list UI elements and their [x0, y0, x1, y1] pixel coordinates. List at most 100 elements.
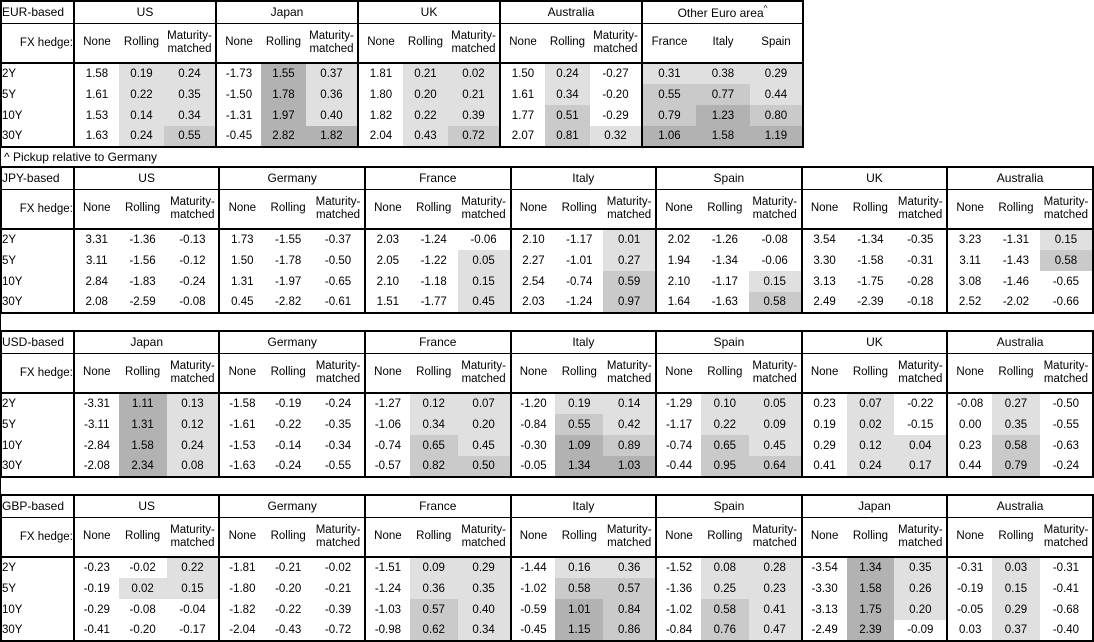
value-cell: -0.05 [946, 599, 993, 620]
value-cell: 0.15 [166, 578, 220, 599]
value-cell: -0.06 [470, 234, 497, 246]
value-cell: 0.03 [946, 620, 993, 641]
value-cell: -2.49 [800, 620, 847, 641]
value-cell: 1.01 [555, 599, 604, 620]
value-cell: -1.18 [420, 275, 447, 288]
value-cell: -1.53 [218, 435, 265, 456]
group-name: France [419, 335, 457, 350]
value-cell: -1.75 [857, 275, 884, 288]
value-cell: -0.50 [324, 254, 352, 267]
value-cell: 0.19 [555, 393, 604, 414]
hedge-column-header: None [499, 23, 545, 64]
value-cell: 0.40 [306, 105, 358, 126]
maturity-label: 2Y [2, 398, 17, 410]
value-cell: -0.20 [129, 624, 156, 636]
value-cell: -0.08 [179, 296, 206, 308]
group-header-italy: Italy [509, 331, 657, 354]
value-cell: 0.24 [119, 126, 164, 147]
value-cell: 0.22 [700, 414, 749, 435]
group-name: Australia [996, 335, 1044, 350]
value-cell: -0.08 [761, 234, 788, 246]
value-cell: 1.34 [555, 456, 604, 477]
value-cell: 0.31 [641, 63, 696, 84]
value-cell: 0.04 [894, 435, 948, 456]
value-cell: -0.55 [1052, 418, 1080, 431]
hedge-column-header: None [509, 353, 556, 394]
hedge-column-header: None [364, 353, 410, 394]
value-cell: 0.12 [409, 393, 458, 414]
maturity-label: 10Y [2, 603, 23, 616]
group-name: UK [866, 171, 883, 186]
value-cell: -3.31 [72, 393, 119, 414]
table-label: JPY-based [1, 167, 74, 190]
maturity-label: 5Y [2, 88, 17, 101]
value-cell: 1.80 [357, 84, 403, 105]
group-name: Japan [270, 5, 304, 20]
value-cell: -0.21 [324, 582, 352, 595]
value-cell: 3.23 [946, 229, 993, 250]
value-cell: -1.01 [566, 254, 593, 267]
value-cell: -1.17 [711, 275, 738, 288]
hedge-column-header: Maturity-matched [590, 23, 642, 64]
value-cell: 3.08 [946, 271, 993, 292]
value-cell: 2.05 [363, 250, 410, 271]
value-cell: 0.00 [946, 414, 993, 435]
value-cell: 0.38 [696, 63, 750, 84]
group-header-japan: Japan [215, 1, 358, 24]
value-cell: 0.65 [700, 435, 749, 456]
value-cell: 0.29 [750, 63, 803, 84]
value-cell: 2.34 [118, 456, 167, 477]
value-cell: -1.26 [711, 234, 738, 246]
group-header-japan: Japan [800, 495, 948, 518]
value-cell: 2.84 [72, 271, 119, 292]
value-cell: -1.34 [857, 234, 884, 246]
value-cell: 0.09 [409, 557, 458, 578]
value-cell: 0.55 [555, 414, 604, 435]
hedge-column-header: None [357, 23, 403, 64]
value-cell: 1.61 [499, 84, 545, 105]
value-cell: -1.17 [566, 234, 593, 246]
value-cell: 0.76 [700, 620, 749, 641]
value-cell: -0.30 [509, 435, 556, 456]
value-cell: -1.63 [711, 296, 738, 308]
value-cell: 0.14 [603, 393, 657, 414]
maturity-label: 30Y [2, 624, 23, 636]
value-cell: 0.35 [992, 414, 1040, 435]
value-cell: 1.06 [641, 126, 696, 147]
group-name: Other Euro area [677, 5, 764, 20]
yield-table-eur-based: EUR-based US Japan UK Australia Other Euro ar… [0, 0, 804, 148]
value-cell: 0.28 [748, 557, 802, 578]
value-cell: -1.34 [711, 254, 738, 267]
value-cell: 0.05 [457, 250, 511, 271]
value-cell: 1.50 [218, 250, 265, 271]
value-cell: 0.41 [800, 456, 847, 477]
value-cell: 0.81 [545, 126, 590, 147]
group-header-germany: Germany [218, 331, 366, 354]
value-cell: -1.17 [655, 414, 701, 435]
hedge-column-header: Rolling [403, 23, 448, 64]
hedge-column-header: Rolling [992, 517, 1040, 558]
value-cell: 0.36 [603, 557, 657, 578]
value-cell: 0.29 [800, 435, 847, 456]
group-name: Spain [713, 499, 745, 514]
value-cell: 0.07 [846, 393, 895, 414]
value-cell: 1.63 [73, 126, 119, 147]
hedge-column-header: Rolling [409, 353, 458, 394]
hedge-column-header: Maturity-matched [748, 353, 802, 394]
value-cell: 1.19 [750, 126, 803, 147]
value-cell: -1.56 [129, 254, 156, 267]
value-cell: -0.72 [324, 624, 352, 636]
value-cell: 1.55 [261, 63, 306, 84]
value-cell: 1.78 [261, 84, 306, 105]
value-cell: 0.58 [555, 578, 604, 599]
value-cell: 0.21 [448, 84, 500, 105]
value-cell: 1.94 [655, 250, 701, 271]
value-cell: -0.09 [907, 624, 934, 636]
hedge-column-header: Rolling [846, 517, 895, 558]
value-cell: 0.15 [1039, 229, 1093, 250]
maturity-label: 10Y [2, 109, 23, 122]
value-cell: -1.58 [218, 393, 265, 414]
hedge-column-header: Maturity-matched [603, 353, 657, 394]
value-cell: 0.84 [603, 599, 657, 620]
